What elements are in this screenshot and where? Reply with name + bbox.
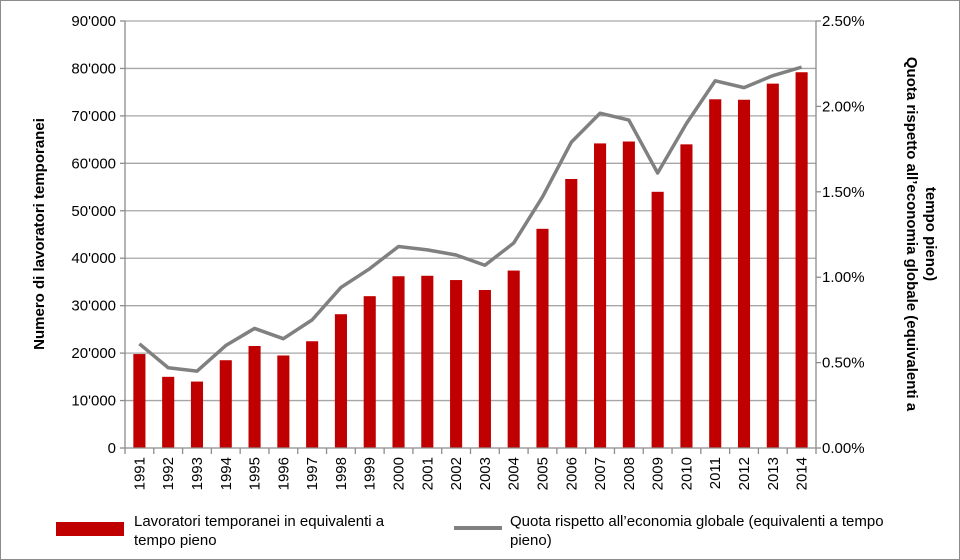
bar-1993: [190, 381, 204, 448]
x-tick-label: 2000: [391, 457, 408, 490]
left-axis-ticks: 0 10'000 20'000 30'000 40'000 50'000 60'000 70'…: [71, 13, 125, 457]
x-tick-label: 1997: [304, 457, 321, 490]
bar-1994: [219, 360, 232, 448]
left-tick-label: 80'000: [71, 60, 116, 77]
left-tick-label: 20'000: [71, 345, 116, 362]
x-tick-label: 2013: [765, 457, 782, 490]
x-tick-label: 2009: [650, 457, 667, 490]
bar-series: [133, 72, 808, 449]
bar-2004: [507, 270, 520, 448]
left-tick-label: 60'000: [71, 155, 116, 172]
x-tick-label: 2012: [736, 457, 753, 490]
bar-2010: [680, 144, 693, 448]
right-axis-title-line1: Quota rispetto all’economia globale (equ…: [903, 57, 920, 412]
bar-2000: [392, 276, 405, 448]
bar-2013: [766, 83, 779, 449]
right-tick-label: 0.50%: [822, 355, 865, 372]
bar-2014: [795, 72, 808, 449]
bar-1998: [334, 314, 347, 448]
left-tick-label: 70'000: [71, 108, 116, 125]
legend-bar-label: Lavoratori temporanei in equivalenti a t…: [134, 513, 385, 549]
x-tick-label: 1994: [218, 457, 235, 490]
legend-line-swatch: [454, 526, 502, 530]
bar-1992: [162, 376, 175, 448]
bar-1996: [277, 355, 290, 448]
bar-2011: [709, 99, 722, 449]
right-tick-label: 2.50%: [822, 13, 865, 30]
x-tick-label: 1999: [362, 457, 379, 490]
bar-2012: [737, 99, 751, 448]
bar-2003: [478, 290, 491, 448]
x-tick-label: 2005: [534, 457, 551, 490]
x-tick-label: 2003: [477, 457, 494, 490]
right-axis-ticks: 0.00% 0.50% 1.00% 1.50% 2.00% 2.50%: [816, 13, 865, 457]
bar-2006: [565, 178, 578, 449]
x-tick-label: 2011: [707, 457, 724, 489]
left-tick-label: 30'000: [71, 298, 116, 315]
bar-1997: [306, 341, 319, 448]
legend-bar-swatch: [56, 522, 124, 536]
x-tick-label: 2008: [621, 457, 638, 490]
bar-1991: [133, 354, 146, 448]
left-tick-label: 50'000: [71, 203, 116, 220]
x-tick-label: 1993: [189, 457, 206, 490]
line-series-share: [138, 65, 803, 373]
x-tick-label: 2010: [678, 457, 695, 490]
x-tick-label: 2004: [506, 457, 523, 490]
right-tick-label: 1.00%: [822, 269, 865, 286]
left-axis-title: Numero di lavoratori temporanei: [31, 118, 48, 350]
left-tick-label: 90'000: [71, 13, 116, 30]
bar-2009: [651, 191, 664, 449]
right-tick-label: 0.00%: [822, 440, 865, 457]
x-tick-label: 2007: [592, 457, 609, 490]
x-tick-label: 1991: [131, 457, 148, 490]
x-tick-label: 1995: [247, 457, 264, 490]
bar-1995: [248, 345, 261, 448]
bar-2008: [622, 141, 635, 448]
left-tick-label: 40'000: [71, 250, 116, 267]
x-axis-ticks: 1991 1992 1993 1994 1995 1996 1997 1998 1999 2000…: [124, 448, 817, 490]
bar-2002: [450, 280, 463, 448]
bar-1999: [363, 296, 376, 448]
right-tick-label: 1.50%: [822, 184, 865, 201]
x-tick-label: 1998: [333, 457, 350, 490]
right-axis-title-line2: tempo pieno): [922, 187, 939, 281]
x-tick-label: 1996: [275, 457, 292, 490]
x-tick-label: 2001: [419, 457, 436, 490]
right-tick-label: 2.00%: [822, 98, 865, 115]
left-tick-label: 0: [108, 440, 116, 457]
legend-line-label: Quota rispetto all’economia globale (equ…: [510, 513, 884, 549]
bar-2005: [536, 228, 549, 448]
left-tick-label: 10'000: [71, 393, 116, 410]
x-tick-label: 1992: [160, 457, 177, 490]
x-tick-label: 2014: [794, 457, 811, 490]
x-tick-label: 2002: [448, 457, 465, 490]
gridlines: [125, 20, 816, 402]
bar-2001: [421, 275, 434, 448]
x-tick-label: 2006: [563, 457, 580, 490]
bar-2007: [594, 143, 607, 448]
